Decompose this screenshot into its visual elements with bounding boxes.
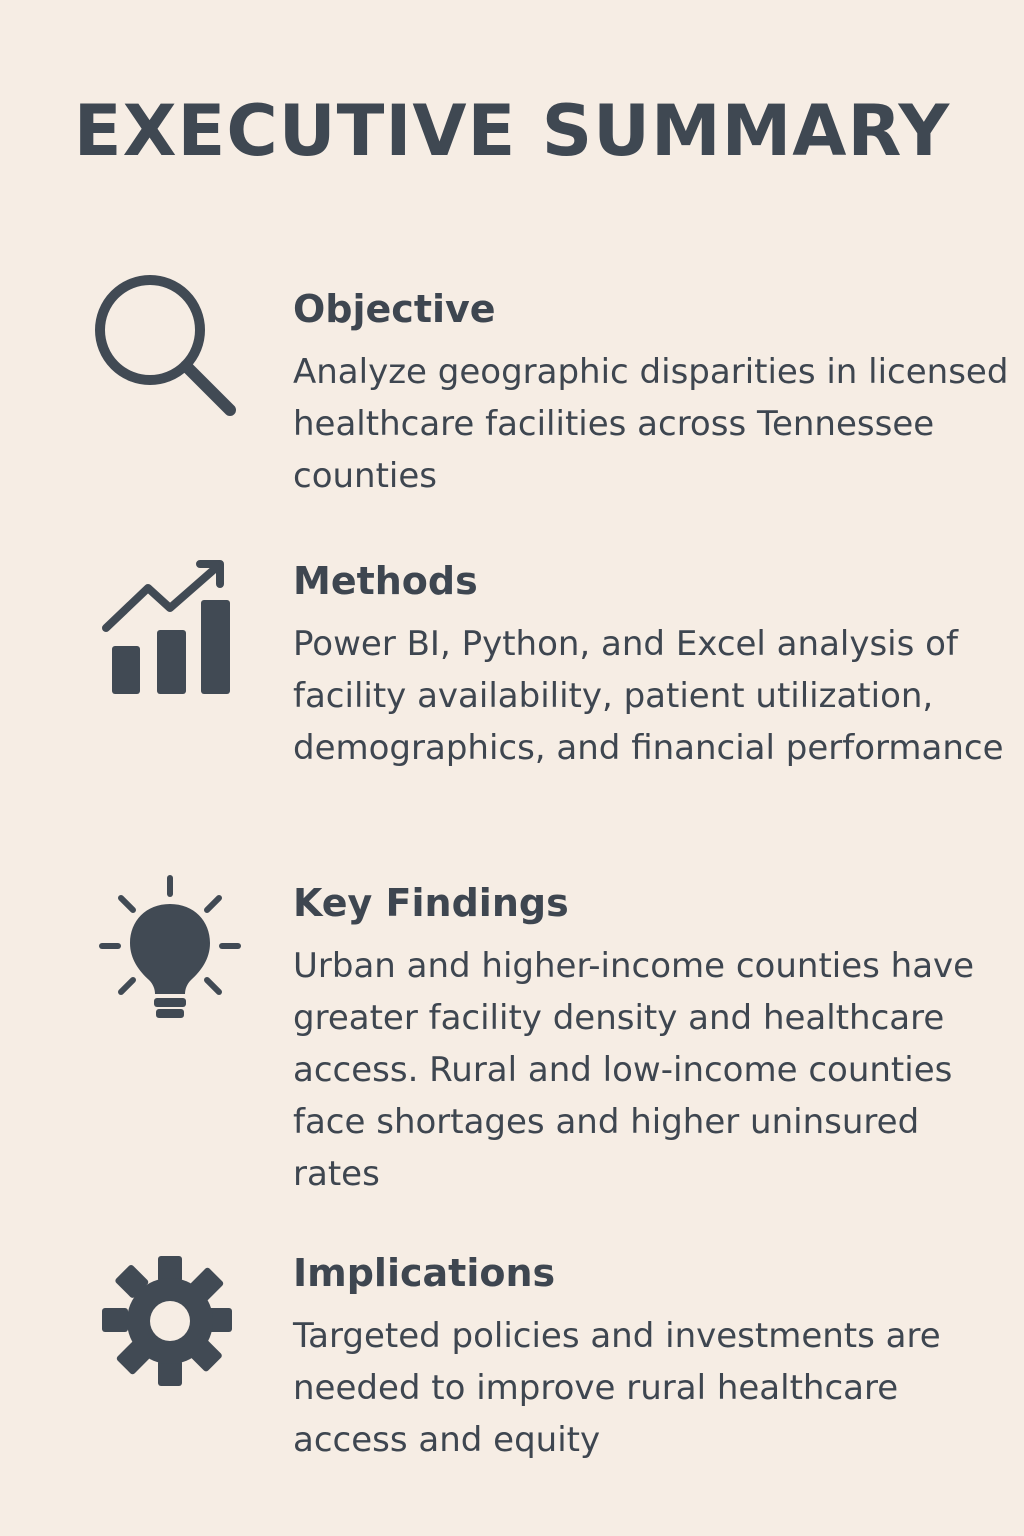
- chart-growth-icon: [92, 554, 242, 704]
- gear-icon: [92, 1246, 242, 1396]
- key-findings-text-block: Key Findings Urban and higher-income cou…: [293, 880, 1011, 1200]
- page-title: EXECUTIVE SUMMARY: [73, 90, 951, 172]
- section-body: Targeted policies and investments are ne…: [293, 1316, 941, 1460]
- section-heading: Objective: [293, 287, 496, 331]
- methods-text-block: Methods Power BI, Python, and Excel anal…: [293, 558, 1011, 774]
- section-body: Analyze geographic disparities in licens…: [293, 352, 1009, 496]
- section-heading: Key Findings: [293, 881, 569, 925]
- section-body: Power BI, Python, and Excel analysis of …: [293, 624, 1004, 768]
- lightbulb-icon: [92, 874, 242, 1024]
- implications-text-block: Implications Targeted policies and inves…: [293, 1250, 1011, 1466]
- objective-text-block: Objective Analyze geographic disparities…: [293, 286, 1011, 502]
- section-heading: Implications: [293, 1251, 556, 1295]
- section-body: Urban and higher-income counties have gr…: [293, 946, 975, 1194]
- section-heading: Methods: [293, 559, 478, 603]
- search-icon: [92, 272, 242, 422]
